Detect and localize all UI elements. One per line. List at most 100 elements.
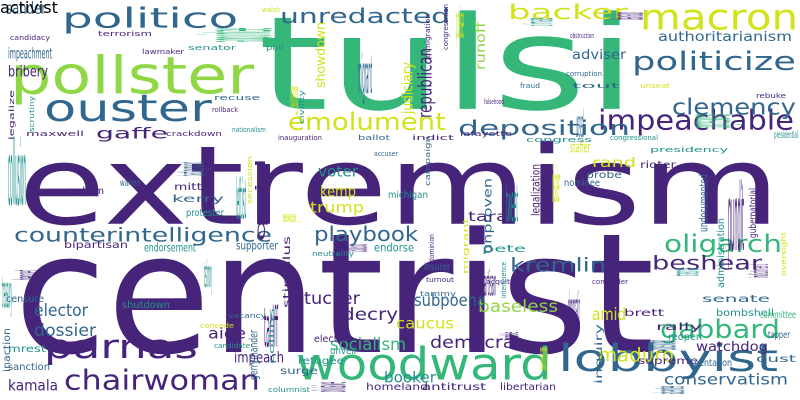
word: insider [552,155,561,214]
word: unseal [576,102,585,146]
word: protester [186,207,225,218]
word: centrist [14,197,655,392]
word: presidency [650,145,729,154]
word: vang [290,72,299,116]
word: rollback [212,105,239,114]
word: clemency [672,94,796,120]
word: obstruction [570,31,594,40]
word: candidate [214,341,251,350]
word: politicize [632,45,796,76]
word: dominion [427,234,436,262]
word: dossier [34,320,97,340]
word: secession [245,156,254,204]
word: unproven [481,177,494,254]
word: chairwoman [64,363,260,396]
word: congresswoman [672,114,745,128]
word: beshear [652,252,763,274]
word: inauguration [278,133,322,142]
word: rebuke [756,91,787,100]
word: testimony [204,252,212,296]
word: unredacted [280,4,451,28]
word: subpoena [414,290,486,310]
word: inquiry [593,323,604,384]
word: decry [342,304,399,324]
word: scrutiny [27,95,36,132]
word: watchdog [696,338,768,354]
word: supporter [236,239,278,252]
word: kemp [320,182,356,200]
word: treasury [2,266,12,318]
word: judiciary [398,62,416,114]
word: politico [62,1,239,34]
word: falsehood [484,97,505,106]
word: tulsi [258,0,637,141]
word: poll [266,43,285,52]
word: woodward [296,338,552,390]
word: campaign [423,135,432,186]
word: legalization [529,164,542,216]
word: antitrust [422,381,486,392]
word: kremlin [510,254,606,276]
word: booker [384,368,436,386]
word: congressman [441,4,450,51]
word: extremism [18,122,781,250]
word: leftist [236,167,247,232]
word: censure [6,293,44,304]
word: mrest [8,343,47,354]
word: elector [34,300,89,320]
word: gubernatorial [747,187,758,238]
word: indictment [743,263,774,278]
word: maduro [598,344,674,366]
word: staffer [570,138,591,156]
word: brett [624,307,665,318]
word: unveil [330,345,357,356]
word: pollster [10,45,255,106]
word: partisan [482,262,496,304]
word: kamala [8,376,59,394]
word: ballot [358,133,390,142]
word: legalize [7,90,16,140]
word: reopen [668,331,702,342]
word: tweet [506,173,519,234]
word: tucker [304,288,360,308]
word: crackdown [166,129,223,138]
word: divisive [304,382,356,392]
word: transcript [662,268,709,276]
word: probe [586,169,622,180]
word: indict [412,133,454,142]
word: supreme [638,355,699,366]
word: shutdown [122,299,170,310]
word: graham [66,185,104,196]
word: pundit [728,163,744,272]
word: tapper [768,329,791,340]
word: contender [592,277,628,286]
word: playbook [314,222,419,246]
word: endorsement [144,241,196,254]
word: peddle [495,331,524,340]
word: nancy [540,332,549,380]
word: baseless [478,296,558,316]
word: maxwell [26,129,84,138]
word: endorse [374,241,415,254]
word: nationalism [232,125,266,134]
word: surge [280,365,318,376]
word: aide [208,324,247,342]
word: quid [252,157,268,242]
word: recuse [214,93,261,102]
word: showdown [312,21,328,88]
word: activist [0,0,58,17]
word: administration [715,217,726,288]
word: fraud [520,81,541,90]
word: voter [318,162,359,180]
word: oligarch [664,229,782,258]
word: runoff [472,22,488,70]
word: macron [640,0,799,39]
word: amid [592,304,626,324]
word: oust [756,353,796,364]
word: collins [267,308,276,364]
word: committee [760,309,797,320]
word: impeach [234,348,284,366]
word: sander [6,0,46,18]
word: bombshell [716,307,775,318]
